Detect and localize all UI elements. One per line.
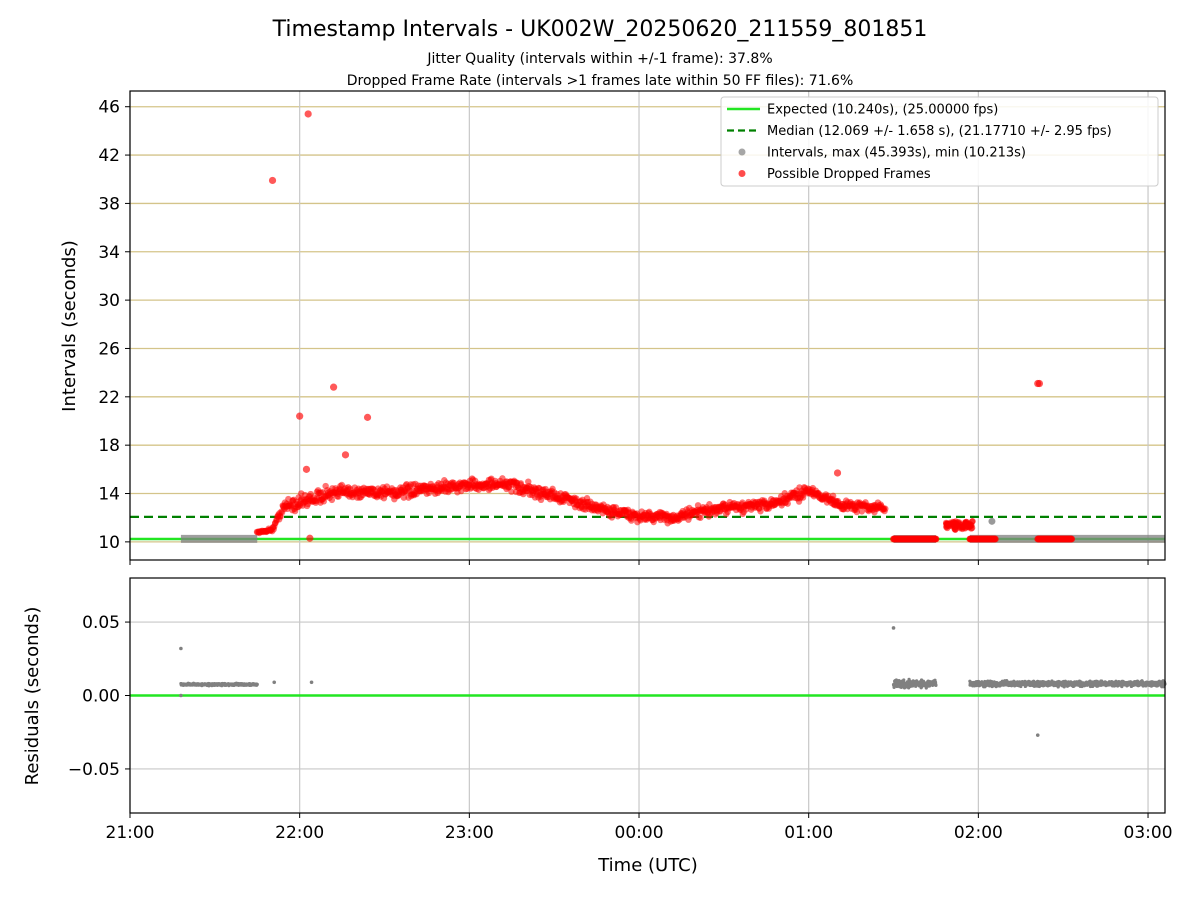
top-axes: 10 14 18 22 26 30 34 38 42 46 xyxy=(98,98,1149,565)
bottom-ytick-label: −0.05 xyxy=(68,760,120,780)
bottom-ytick-label: 0.05 xyxy=(82,613,120,633)
residual-outlier xyxy=(272,680,277,685)
dropped-frame-point xyxy=(853,508,860,516)
dropped-frame-point xyxy=(968,518,976,525)
top-ytick-label: 22 xyxy=(98,388,120,408)
bottom-residuals-series xyxy=(179,626,1167,737)
dropped-frame-point xyxy=(858,508,866,515)
dropped-frame-point xyxy=(628,517,635,524)
residual-outlier xyxy=(179,646,183,651)
intervals-point xyxy=(988,517,996,525)
legend-marker-swatch xyxy=(738,170,746,177)
dropped-frame-outlier xyxy=(306,534,314,542)
top-dropped-frames-series xyxy=(253,110,1076,543)
dropped-frame-outlier xyxy=(1035,379,1044,388)
dropped-frame-point xyxy=(991,535,999,543)
top-ytick-label: 34 xyxy=(98,243,120,263)
dropped-frame-point xyxy=(328,496,336,504)
dropped-frame-point xyxy=(932,535,940,543)
chart-subtitle-jitter: Jitter Quality (intervals within +/-1 fr… xyxy=(426,51,772,67)
legend-label: Intervals, max (45.393s), min (10.213s) xyxy=(767,146,1026,161)
top-ytick-label: 30 xyxy=(98,291,120,311)
bottom-xtick-label: 21:00 xyxy=(106,823,155,843)
chart-subtitle-dropped: Dropped Frame Rate (intervals >1 frames … xyxy=(347,73,854,89)
dropped-frame-point xyxy=(799,494,807,501)
top-ytick-label: 26 xyxy=(98,339,120,359)
bottom-xtick-label: 23:00 xyxy=(445,823,494,843)
chart-title: Timestamp Intervals - UK002W_20250620_21… xyxy=(272,17,928,42)
bottom-xtick-label: 03:00 xyxy=(1124,823,1173,843)
dropped-frame-point xyxy=(757,508,764,515)
dropped-frame-point xyxy=(784,500,791,507)
dropped-frame-point xyxy=(952,526,959,533)
dropped-frame-outlier xyxy=(363,413,372,421)
dropped-frame-point xyxy=(1068,535,1076,543)
residual-point xyxy=(255,682,259,686)
dropped-frame-point xyxy=(943,523,951,530)
legend-label: Median (12.069 +/- 1.658 s), (21.17710 +… xyxy=(767,124,1112,139)
top-plot-frame xyxy=(129,90,1166,561)
x-axis-label: Time (UTC) xyxy=(597,855,698,876)
bottom-axes: −0.05 0.00 0.05 21:00 22:00 23:00 00:00 01:00 02… xyxy=(68,613,1173,843)
bottom-xtick-label: 02:00 xyxy=(954,823,1003,843)
dropped-frame-point xyxy=(882,505,889,512)
dropped-frame-outlier xyxy=(296,412,304,420)
dropped-frame-outlier xyxy=(833,469,842,477)
top-ytick-label: 18 xyxy=(98,436,120,456)
residual-outlier xyxy=(891,626,896,630)
dropped-frame-outlier xyxy=(304,110,312,118)
top-ytick-label: 38 xyxy=(98,194,120,214)
residual-point xyxy=(902,678,906,682)
dropped-frame-point xyxy=(950,519,957,526)
dropped-frame-outlier xyxy=(341,451,350,459)
residual-point xyxy=(924,686,928,690)
dropped-frame-outlier xyxy=(330,383,338,391)
dropped-frame-point xyxy=(960,522,967,530)
legend-label: Expected (10.240s), (25.00000 fps) xyxy=(767,103,998,118)
residual-outlier xyxy=(179,693,183,698)
legend-box xyxy=(720,96,1159,187)
top-ytick-label: 46 xyxy=(98,98,120,118)
bottom-xtick-label: 22:00 xyxy=(275,823,324,843)
bottom-y-axis-label: Residuals (seconds) xyxy=(22,607,43,786)
residual-outlier xyxy=(1035,733,1040,737)
legend: Expected (10.240s), (25.00000 fps) Median… xyxy=(720,96,1159,187)
bottom-xtick-label: 00:00 xyxy=(615,823,664,843)
bottom-ytick-label: 0.00 xyxy=(82,687,120,707)
top-ytick-label: 10 xyxy=(98,533,120,553)
legend-marker-swatch xyxy=(738,148,746,156)
top-y-axis-label: Intervals (seconds) xyxy=(59,240,80,412)
dropped-frame-outlier xyxy=(302,465,311,473)
residual-point xyxy=(1062,685,1066,689)
dropped-frame-point xyxy=(508,488,515,495)
dropped-frame-point xyxy=(829,492,837,500)
residual-point xyxy=(934,683,938,687)
bottom-xtick-label: 01:00 xyxy=(784,823,833,843)
dropped-frame-point xyxy=(537,496,545,504)
top-ytick-label: 14 xyxy=(98,485,120,505)
dropped-frame-outlier xyxy=(268,176,277,185)
dropped-frame-point xyxy=(400,494,408,501)
residual-outlier xyxy=(309,680,314,685)
top-ytick-label: 42 xyxy=(98,146,120,166)
dropped-frame-point xyxy=(697,514,704,521)
legend-label: Possible Dropped Frames xyxy=(767,167,931,182)
